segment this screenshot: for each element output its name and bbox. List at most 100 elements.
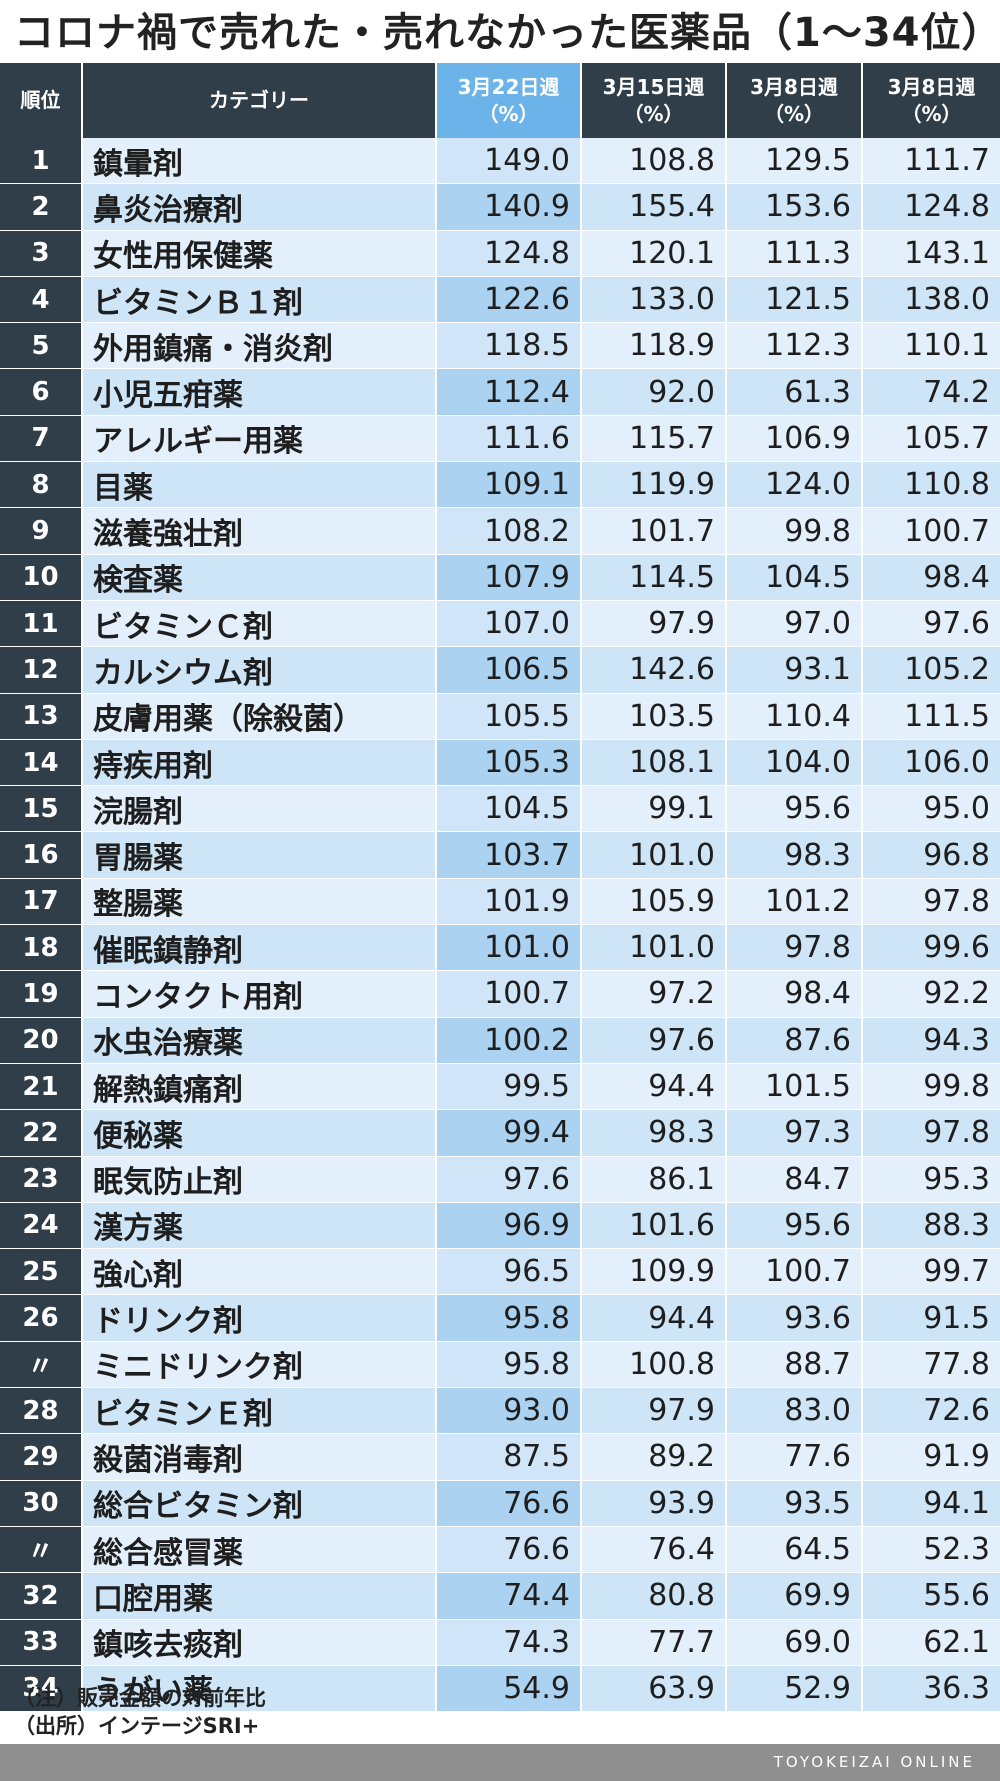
week-1-value: 108.2	[436, 507, 582, 555]
rank-cell: 15	[0, 785, 83, 833]
rank-cell: 34	[0, 1665, 83, 1713]
header-category: カテゴリー	[82, 63, 437, 138]
week-4-value: 105.2	[862, 646, 1000, 694]
week-4-value: 94.3	[862, 1017, 1000, 1064]
week-2-value: 142.6	[581, 646, 727, 694]
header-week-1: 3月22日週 （%）	[436, 63, 582, 138]
week-2-value: 114.5	[581, 554, 727, 601]
week-2-value: 93.9	[581, 1480, 727, 1527]
week-3-value: 153.6	[726, 183, 863, 231]
table-row: 5 外用鎮痛・消炎剤 118.5 118.9 112.3 110.1	[0, 322, 1000, 370]
week-1-value: 140.9	[436, 183, 582, 231]
week-4-value: 94.1	[862, 1480, 1000, 1527]
table-row: 22 便秘薬 99.4 98.3 97.3 97.8	[0, 1109, 1000, 1157]
rank-cell: 17	[0, 878, 83, 926]
week-2-value: 108.1	[581, 739, 727, 787]
week-1-value: 105.3	[436, 739, 582, 787]
rank-cell: 3	[0, 230, 83, 277]
week-1-value: 99.4	[436, 1109, 582, 1157]
table-body: 1 鎮暈剤 149.0 108.8 129.5 111.7 2 鼻炎治療剤 140.9 155.4…	[0, 138, 1000, 1713]
table-row: 28 ビタミンＥ剤 93.0 97.9 83.0 72.6	[0, 1387, 1000, 1435]
week-3-value: 97.0	[726, 600, 863, 648]
week-2-value: 77.7	[581, 1619, 727, 1666]
header-week-4-unit: （%）	[901, 101, 962, 126]
rank-cell: 19	[0, 970, 83, 1018]
week-2-value: 100.8	[581, 1341, 727, 1389]
week-3-value: 124.0	[726, 461, 863, 509]
week-1-value: 101.0	[436, 924, 582, 972]
week-3-value: 100.7	[726, 1248, 863, 1296]
table-row: 32 口腔用薬 74.4 80.8 69.9 55.6	[0, 1572, 1000, 1620]
footer-brand: TOYOKEIZAI ONLINE	[773, 1753, 975, 1771]
week-2-value: 103.5	[581, 693, 727, 740]
week-1-value: 87.5	[436, 1433, 582, 1481]
rank-cell: 5	[0, 322, 83, 370]
table-row: 4 ビタミンＢ１剤 122.6 133.0 121.5 138.0	[0, 276, 1000, 324]
week-2-value: 133.0	[581, 276, 727, 324]
week-4-value: 99.6	[862, 924, 1000, 972]
category-cell: 鼻炎治療剤	[82, 183, 437, 231]
week-2-value: 105.9	[581, 878, 727, 926]
week-1-value: 109.1	[436, 461, 582, 509]
week-3-value: 111.3	[726, 230, 863, 277]
category-cell: 総合感冒薬	[82, 1526, 437, 1574]
week-2-value: 86.1	[581, 1156, 727, 1203]
week-2-value: 80.8	[581, 1572, 727, 1620]
week-4-value: 99.7	[862, 1248, 1000, 1296]
category-cell: 催眠鎮静剤	[82, 924, 437, 972]
category-cell: 鎮咳去痰剤	[82, 1619, 437, 1666]
week-2-value: 92.0	[581, 368, 727, 416]
category-cell: ビタミンＢ１剤	[82, 276, 437, 324]
category-cell: 口腔用薬	[82, 1572, 437, 1620]
category-cell: カルシウム剤	[82, 646, 437, 694]
table-row: 1 鎮暈剤 149.0 108.8 129.5 111.7	[0, 138, 1000, 185]
category-cell: 総合ビタミン剤	[82, 1480, 437, 1527]
week-2-value: 119.9	[581, 461, 727, 509]
rank-cell: 23	[0, 1156, 83, 1203]
week-1-value: 124.8	[436, 230, 582, 277]
rank-cell: 28	[0, 1387, 83, 1435]
rank-cell: 18	[0, 924, 83, 972]
week-4-value: 62.1	[862, 1619, 1000, 1666]
week-4-value: 105.7	[862, 415, 1000, 463]
week-4-value: 138.0	[862, 276, 1000, 324]
week-1-value: 118.5	[436, 322, 582, 370]
rank-cell: 20	[0, 1017, 83, 1064]
rank-cell: 32	[0, 1572, 83, 1620]
week-3-value: 87.6	[726, 1017, 863, 1064]
week-2-value: 155.4	[581, 183, 727, 231]
rank-cell: 2	[0, 183, 83, 231]
week-1-value: 106.5	[436, 646, 582, 694]
week-4-value: 99.8	[862, 1063, 1000, 1111]
rank-cell: 33	[0, 1619, 83, 1666]
week-3-value: 97.8	[726, 924, 863, 972]
rank-cell: 26	[0, 1294, 83, 1342]
week-1-value: 112.4	[436, 368, 582, 416]
table-row: 18 催眠鎮静剤 101.0 101.0 97.8 99.6	[0, 924, 1000, 972]
week-3-value: 77.6	[726, 1433, 863, 1481]
header-week-3-unit: （%）	[763, 101, 825, 126]
table-row: 13 皮膚用薬（除殺菌） 105.5 103.5 110.4 111.5	[0, 693, 1000, 740]
week-4-value: 77.8	[862, 1341, 1000, 1389]
week-2-value: 101.7	[581, 507, 727, 555]
table-row: 25 強心剤 96.5 109.9 100.7 99.7	[0, 1248, 1000, 1296]
ranking-table: 順位 カテゴリー 3月22日週 （%） 3月15日週 （%） 3月8日週 （%）…	[0, 63, 1000, 1713]
week-1-value: 76.6	[436, 1526, 582, 1574]
week-1-value: 97.6	[436, 1156, 582, 1203]
rank-cell: 21	[0, 1063, 83, 1111]
week-4-value: 36.3	[862, 1665, 1000, 1713]
week-1-value: 74.4	[436, 1572, 582, 1620]
category-cell: 検査薬	[82, 554, 437, 601]
week-4-value: 97.6	[862, 600, 1000, 648]
table-row: 11 ビタミンＣ剤 107.0 97.9 97.0 97.6	[0, 600, 1000, 648]
table-row: 29 殺菌消毒剤 87.5 89.2 77.6 91.9	[0, 1433, 1000, 1481]
header-rank: 順位	[0, 63, 83, 138]
table-row: 26 ドリンク剤 95.8 94.4 93.6 91.5	[0, 1294, 1000, 1342]
category-cell: 漢方薬	[82, 1202, 437, 1250]
table-row: 12 カルシウム剤 106.5 142.6 93.1 105.2	[0, 646, 1000, 694]
week-4-value: 95.0	[862, 785, 1000, 833]
rank-cell: 1	[0, 138, 83, 185]
rank-cell: 11	[0, 600, 83, 648]
category-cell: 痔疾用剤	[82, 739, 437, 787]
week-2-value: 94.4	[581, 1063, 727, 1111]
